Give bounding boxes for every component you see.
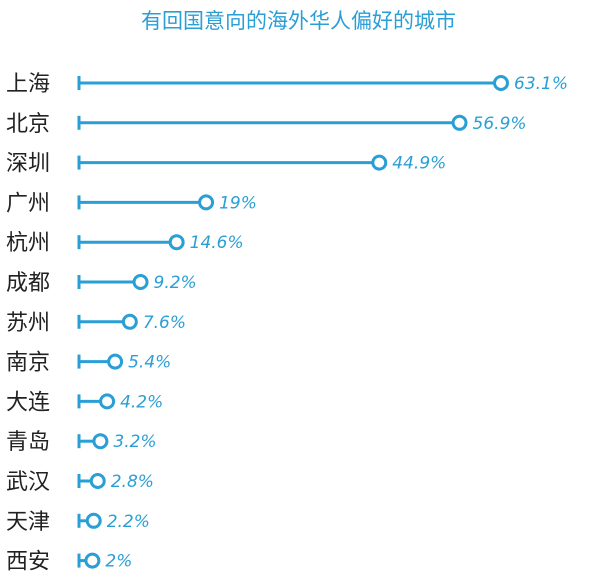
bar-end-marker bbox=[132, 274, 149, 290]
category-label: 上海 bbox=[6, 72, 50, 97]
category-label: 苏州 bbox=[6, 311, 50, 336]
category-label: 成都 bbox=[6, 271, 50, 296]
category-label: 天津 bbox=[6, 510, 50, 535]
category-label: 武汉 bbox=[6, 470, 50, 495]
bar-end-marker bbox=[99, 393, 116, 410]
category-label: 杭州 bbox=[6, 231, 50, 256]
bar-end-marker bbox=[371, 154, 388, 171]
value-label: 63.1% bbox=[514, 74, 568, 94]
chart-row: 青岛 3.2% bbox=[6, 430, 157, 455]
value-label: 4.2% bbox=[120, 392, 163, 412]
value-label: 3.2% bbox=[113, 432, 156, 452]
chart-row: 西安 2% bbox=[6, 550, 132, 575]
chart-row: 南京 5.4% bbox=[6, 351, 171, 376]
value-label: 2% bbox=[105, 552, 132, 572]
value-label: 5.4% bbox=[128, 353, 171, 373]
value-label: 56.9% bbox=[473, 114, 527, 134]
category-label: 大连 bbox=[6, 390, 50, 415]
bar-end-marker bbox=[168, 234, 185, 251]
chart-row: 苏州 7.6% bbox=[6, 311, 186, 336]
value-label: 7.6% bbox=[143, 313, 186, 333]
category-label: 广州 bbox=[6, 191, 50, 216]
bar-end-marker bbox=[198, 194, 215, 211]
chart-row: 北京 56.9% bbox=[6, 112, 527, 137]
bar-end-marker bbox=[89, 473, 106, 489]
bar-end-marker bbox=[84, 552, 101, 569]
value-label: 19% bbox=[219, 193, 257, 213]
category-label: 北京 bbox=[6, 112, 50, 137]
bar-end-marker bbox=[451, 114, 468, 131]
chart-row: 成都 9.2% bbox=[6, 271, 197, 296]
category-label: 青岛 bbox=[6, 430, 50, 455]
chart-row: 上海 63.1% bbox=[6, 72, 568, 97]
category-label: 南京 bbox=[6, 351, 50, 376]
category-label: 西安 bbox=[6, 550, 50, 575]
chart-row: 广州 19% bbox=[6, 191, 257, 216]
chart-row: 杭州 14.6% bbox=[6, 231, 244, 256]
bar-end-marker bbox=[92, 433, 109, 450]
chart-row: 武汉 2.8% bbox=[6, 470, 154, 495]
value-label: 2.8% bbox=[111, 472, 154, 492]
chart-row: 深圳 44.9% bbox=[6, 152, 446, 177]
bar-end-marker bbox=[85, 512, 102, 529]
chart-row: 大连 4.2% bbox=[6, 390, 163, 415]
category-label: 深圳 bbox=[6, 152, 50, 177]
bar-end-marker bbox=[121, 313, 138, 330]
chart-title: 有回国意向的海外华人偏好的城市 bbox=[141, 9, 456, 33]
value-label: 2.2% bbox=[107, 512, 150, 532]
value-label: 14.6% bbox=[190, 233, 244, 253]
value-label: 9.2% bbox=[154, 273, 197, 293]
value-label: 44.9% bbox=[392, 154, 446, 174]
bar-end-marker bbox=[107, 353, 124, 370]
chart-row: 天津 2.2% bbox=[6, 510, 150, 535]
bar-end-marker bbox=[493, 75, 509, 91]
